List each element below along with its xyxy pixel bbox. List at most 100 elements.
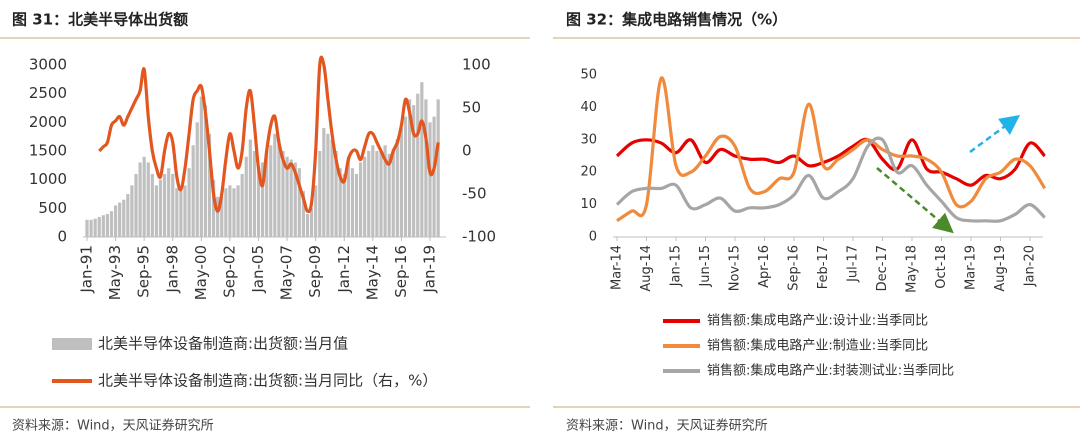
y-tick-label: 20 xyxy=(580,165,597,180)
bar xyxy=(395,139,399,237)
source: 资料来源：Wind，天风证券研究所 xyxy=(566,418,768,434)
bar xyxy=(265,151,269,237)
x-tick-label: Jan-05 xyxy=(249,245,267,294)
source: 资料来源：Wind，天风证券研究所 xyxy=(12,418,214,434)
x-tick-label: Jan-15 xyxy=(669,245,684,287)
bar xyxy=(142,156,146,237)
y-tick-label: 2000 xyxy=(29,113,67,131)
bar xyxy=(297,168,301,237)
bar xyxy=(399,128,404,237)
bar xyxy=(363,156,367,237)
y2-tick-label: 0 xyxy=(462,142,472,160)
x-tick-label: Jan-12 xyxy=(335,245,353,294)
bar xyxy=(330,139,334,237)
x-tick-label: Jan-91 xyxy=(78,245,96,294)
x-tick-label: Mar-19 xyxy=(964,245,979,290)
bar xyxy=(207,133,212,237)
chart-title: 图 31：北美半导体出货额 xyxy=(12,11,188,29)
y-tick-label: 3000 xyxy=(29,56,67,74)
y-tick-label: 500 xyxy=(38,199,67,217)
bar xyxy=(216,196,220,237)
x-tick-label: May-07 xyxy=(278,245,296,300)
bar xyxy=(134,173,138,237)
bar xyxy=(314,185,318,237)
legend-label: 北美半导体设备制造商:出货额:当月同比（右，%） xyxy=(98,372,437,390)
bar xyxy=(236,185,240,237)
bar xyxy=(269,145,273,237)
bar xyxy=(403,116,408,237)
bar xyxy=(167,168,171,237)
y-tick-label: 2500 xyxy=(29,84,67,102)
bar xyxy=(420,82,424,237)
bar xyxy=(391,151,395,237)
bar xyxy=(277,139,281,237)
bar xyxy=(248,139,252,237)
bar xyxy=(424,99,428,238)
bar xyxy=(228,185,232,237)
bar xyxy=(358,162,363,237)
bar xyxy=(375,151,379,237)
x-tick-label: Dec-17 xyxy=(875,245,890,291)
x-tick-label: Sep-16 xyxy=(787,245,802,291)
x-tick-label: May-14 xyxy=(363,245,381,300)
bar xyxy=(109,211,114,237)
bar xyxy=(273,133,277,237)
bar xyxy=(342,173,346,237)
y-tick-label: 50 xyxy=(580,68,597,83)
legend-label: 北美半导体设备制造商:出货额:当月值 xyxy=(98,335,348,353)
bar xyxy=(93,218,97,237)
bar xyxy=(252,151,257,237)
bar xyxy=(162,173,167,237)
x-tick-label: Feb-17 xyxy=(816,245,831,289)
y2-tick-label: 50 xyxy=(462,99,481,117)
bar xyxy=(175,188,179,237)
y-tick-label: 10 xyxy=(580,197,597,212)
y-tick-label: 30 xyxy=(580,132,597,147)
x-tick-label: Aug-14 xyxy=(639,245,654,292)
line xyxy=(615,136,1046,223)
bar xyxy=(383,145,387,237)
bar xyxy=(220,196,224,237)
legend-label: 销售额:集成电路产业:封装测试业:当季同比 xyxy=(707,363,954,379)
bar xyxy=(367,151,371,237)
bar xyxy=(285,156,289,237)
bar xyxy=(281,151,285,237)
bar xyxy=(379,151,383,237)
bar xyxy=(322,128,326,237)
x-tick-label: Sep-95 xyxy=(135,245,153,298)
bar xyxy=(318,151,322,237)
bar xyxy=(432,116,436,237)
y-tick-label: 1500 xyxy=(29,142,67,160)
x-tick-label: Aug-19 xyxy=(993,245,1008,292)
bar xyxy=(301,191,306,237)
bar xyxy=(113,205,118,237)
bar xyxy=(158,179,163,237)
bar xyxy=(305,214,310,237)
bar xyxy=(232,188,236,237)
x-tick-label: Jul-17 xyxy=(846,245,861,283)
bar xyxy=(338,168,342,237)
bar xyxy=(407,99,412,238)
x-tick-label: May-00 xyxy=(192,245,210,300)
bar xyxy=(154,185,159,237)
y-tick-label: 1000 xyxy=(29,170,67,188)
x-tick-label: Jan-98 xyxy=(163,245,181,294)
bar xyxy=(187,168,191,237)
trend-arrow xyxy=(969,115,1021,154)
x-tick-label: Nov-15 xyxy=(728,245,743,291)
bar xyxy=(350,168,355,237)
x-tick-label: Jan-20 xyxy=(1023,245,1038,287)
bar xyxy=(240,173,244,237)
x-tick-label: Oct-18 xyxy=(934,245,949,289)
bar xyxy=(101,215,105,237)
bar xyxy=(203,105,208,237)
bar xyxy=(412,105,416,237)
bar xyxy=(130,185,134,237)
bar xyxy=(260,162,265,237)
bar xyxy=(183,185,187,237)
bar xyxy=(126,194,130,237)
legend-label: 销售额:集成电路产业:制造业:当季同比 xyxy=(707,338,928,354)
bar xyxy=(224,188,228,237)
x-tick-label: Sep-02 xyxy=(220,245,238,298)
